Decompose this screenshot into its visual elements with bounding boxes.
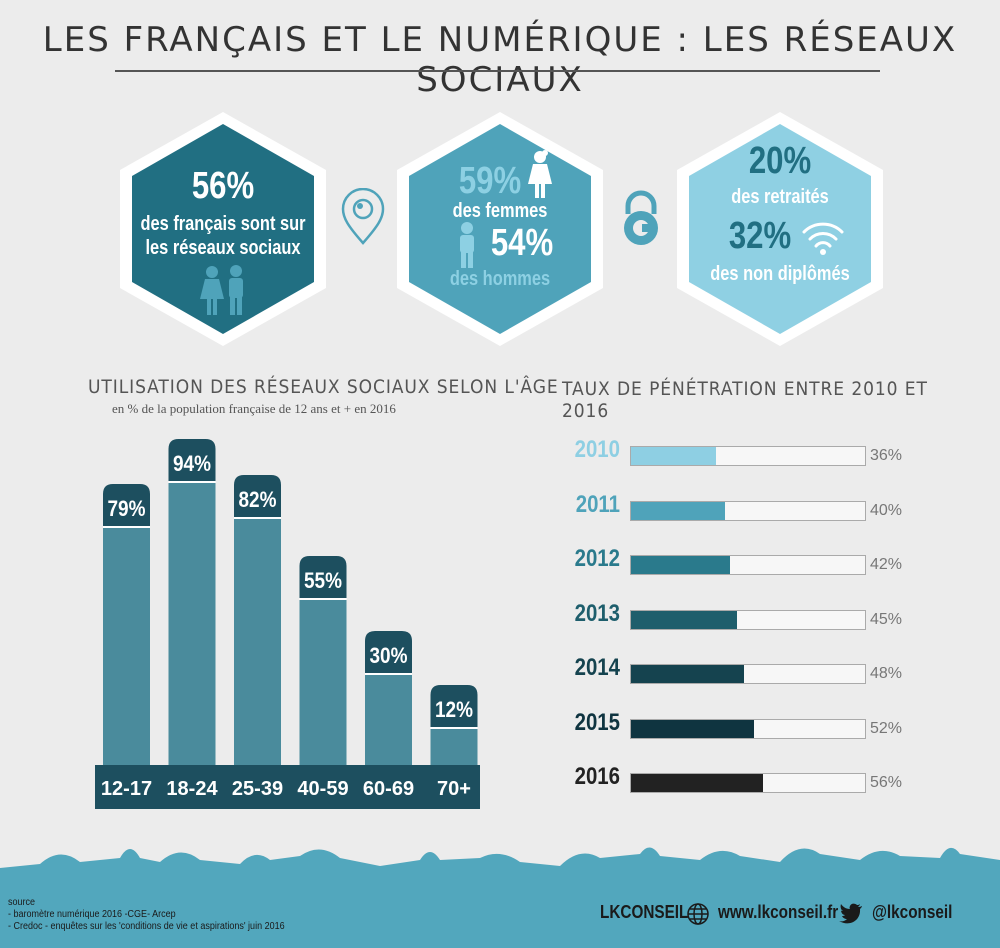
age-value-label: 94% [173,451,211,476]
age-value-label: 82% [239,487,277,512]
stat-men-pct: 54% [490,222,554,264]
penetration-bar-2011 [631,501,726,520]
age-label-bg-12-17 [103,484,150,528]
age-category-label: 40-59 [297,778,348,800]
penetration-track-2013 [630,609,866,630]
age-value-label: 79% [108,496,146,521]
stat-retired-pct: 20% [748,140,812,182]
age-value-label: 30% [370,643,408,668]
hexagon-stat-overall: 56% des français sont sur les réseaux so… [118,110,328,348]
year-label-2012: 2012 [574,545,620,572]
stat-nodiploma-pct: 32% [728,215,792,257]
age-chart-title: UTILISATION DES RÉSEAUX SOCIAUX SELON L'… [88,376,559,398]
year-label-2011: 2011 [575,490,620,518]
age-bar-divider [365,673,412,675]
year-label-2014: 2014 [574,654,620,681]
age-bar-divider [430,727,478,729]
source-title: source [8,897,36,908]
age-category-label: 12-17 [101,778,152,800]
woman-man-icon [200,265,243,315]
stat-retired-label: des retraités [731,186,829,208]
penetration-track-2014 [630,664,866,684]
age-bar-12-17 [103,528,150,765]
age-category-label: 18-24 [166,778,218,800]
penetration-chart-title: TAUX DE PÉNÉTRATION ENTRE 2010 ET 2016 [562,378,928,422]
penetration-track-2016 [630,773,866,793]
year-label-2013: 2013 [574,599,620,627]
hexagon-stat-demographics: 20% des retraités 32% des non diplômés [675,110,885,348]
age-label-bg-70+ [430,685,478,729]
hexagon-stat-gender: 59% des femmes 54% des hommes [395,110,605,348]
age-bar-chart: 79% 12-17 94% 18-24 82% 25-39 55% 40-59 30% 60-69… [95,439,480,809]
stat-men-label: des hommes [449,268,551,290]
penetration-value-2011: 40% [870,501,903,519]
source-line-1: - baromètre numérique 2016 -CGE- Arcep [8,909,176,920]
age-bar-divider [168,481,216,483]
age-chart-subtitle: en % de la population française de 12 an… [112,401,396,416]
penetration-value-2010: 36% [870,447,903,464]
title-divider [115,70,880,72]
penetration-bar-2010 [631,447,716,465]
brand-name: LKCONSEIL [600,902,689,922]
age-bar-divider [103,526,150,528]
age-bar-divider [299,598,347,600]
stat-overall-pct: 56% [191,165,255,207]
age-value-label: 55% [304,568,342,593]
age-bar-25-39 [234,519,281,765]
globe-icon [687,903,709,925]
stat-overall-line2: les réseaux sociaux [145,237,301,259]
penetration-bar-2014 [631,665,745,683]
hexagon-shape [120,112,326,346]
penetration-bar-2013 [631,610,738,629]
age-label-bg-18-24 [168,439,216,483]
age-bar-70+ [430,729,478,765]
hexagon-shape [677,112,883,346]
stat-women-label: des femmes [452,200,548,222]
penetration-track-2010 [630,446,866,466]
stat-overall-line1: des français sont sur [140,213,306,235]
stat-women-pct: 59% [458,160,522,202]
twitter-icon [839,903,862,924]
website-link[interactable]: www.lkconseil.fr [718,902,839,922]
age-label-bg-60-69 [365,631,412,675]
penetration-value-2016: 56% [870,774,903,791]
age-bar-60-69 [365,675,412,765]
year-label-2015: 2015 [574,708,620,736]
age-bar-divider [234,517,281,519]
penetration-track-2011 [630,500,866,521]
penetration-track-2012 [630,555,866,575]
page-title: LES FRANÇAIS ET LE NUMÉRIQUE : LES RÉSEA… [42,20,958,100]
penetration-track-2015 [630,718,866,739]
penetration-value-2014: 48% [870,665,903,682]
location-pin-icon [341,188,385,245]
year-label-2010: 2010 [574,436,620,463]
penetration-bar-chart: 2010 36% 2011 40% 2012 42% 2013 45% 2014 48% 2015 5… [560,436,960,810]
penetration-value-2013: 45% [870,610,903,628]
penetration-value-2015: 52% [870,719,903,737]
penetration-bar-2015 [631,719,754,738]
footer-wave [0,847,1000,948]
age-category-label: 70+ [437,778,471,800]
age-value-label: 12% [435,697,473,722]
age-axis-band [95,765,480,809]
age-category-label: 60-69 [363,778,414,800]
age-label-bg-40-59 [299,556,347,600]
source-line-2: - Credoc - enquêtes sur les 'conditions … [8,921,285,932]
penetration-value-2012: 42% [870,556,903,573]
twitter-handle[interactable]: @lkconseil [872,902,953,922]
penetration-bar-2016 [631,774,764,792]
wifi-icon [802,222,844,255]
woman-icon [528,150,552,198]
padlock-icon [624,190,658,245]
age-label-bg-25-39 [234,475,281,519]
source-block: source - baromètre numérique 2016 -CGE- … [8,897,285,933]
stat-nodiploma-label: des non diplômés [710,263,850,285]
age-category-label: 25-39 [232,778,283,800]
year-label-2016: 2016 [574,763,620,790]
age-bar-18-24 [168,483,216,765]
man-icon [460,222,474,268]
age-bar-40-59 [299,600,347,765]
penetration-bar-2012 [631,556,731,574]
